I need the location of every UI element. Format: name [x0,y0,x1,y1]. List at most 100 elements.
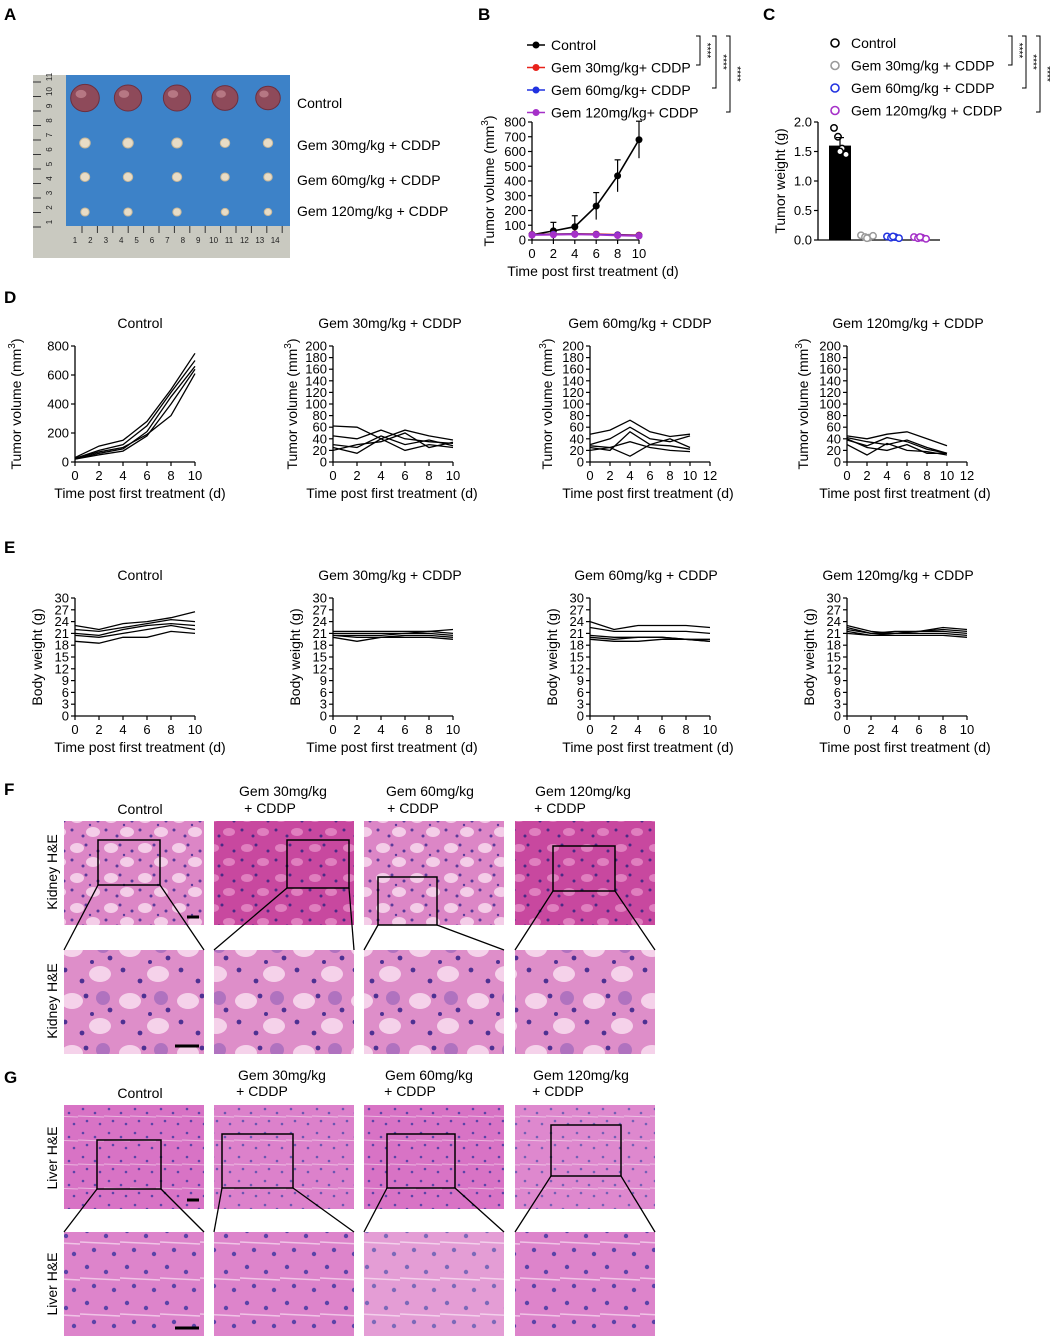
g-title-gem60-l1: Gem 60mg/kg [385,1067,473,1083]
tumor [171,172,183,182]
y-tick-label: 6 [62,685,69,700]
ruler-number: 10 [209,236,218,245]
kidney-zoom-line [159,884,205,951]
tumor [80,207,90,217]
ruler-number: 1 [73,236,78,245]
legend-label: Gem 60mg/kg + CDDP [851,80,995,96]
y-tick-label: 800 [47,339,69,354]
y-tick-label: 80 [570,408,584,423]
series-line [589,419,691,438]
x-tick-label: 0 [586,468,593,483]
y-tick-label: 60 [313,420,327,435]
label-part: ) [8,338,24,343]
data-point [571,230,579,238]
x-tick-label: 10 [683,468,697,483]
series-line [589,443,691,457]
y-tick-label: 160 [819,362,841,377]
tumor-highlight [118,90,130,98]
y-tick-label: 200 [47,426,69,441]
y-axis-label: Tumor volume (mm3) [283,338,300,469]
y-tick-label: 100 [504,218,526,233]
g-title-gem120-l2: + CDDP [532,1083,584,1099]
label-part: ) [481,115,497,120]
significance-bracket [1036,35,1041,113]
ruler-number: 1 [45,219,54,224]
y-axis-label: Body weight (g) [544,608,560,705]
y-tick-label: 200 [305,339,327,354]
tumor-highlight [216,90,226,98]
y-tick-label: 3 [834,697,841,712]
legend-marker [830,60,840,71]
series-line [74,618,196,633]
y-axis-label: Tumor volume (mm3) [538,338,555,469]
x-tick-label: 0 [329,468,336,483]
y-tick-label: 140 [819,373,841,388]
liver-zoom-line [213,1187,223,1233]
y-tick-label: 180 [305,350,327,365]
label-part: ) [795,338,811,343]
kidney-box-control [97,839,161,886]
series-line [74,352,196,459]
ruler-number: 3 [104,236,109,245]
label-superscript: 3 [480,120,491,126]
x-tick-label: 8 [167,468,174,483]
liver-histology: Control Gem 30mg/kg + CDDP Gem 60mg/kg +… [44,1067,629,1316]
y-tick-label: 0.0 [794,233,812,248]
y-tick-label: 15 [55,650,69,665]
y-tick-label: 18 [827,638,841,653]
x-tick-label: 6 [903,468,910,483]
ruler-number: 11 [45,72,54,81]
x-tick-label: 4 [119,722,126,737]
g-title-control: Control [117,1085,162,1101]
y-tick-label: 12 [55,661,69,676]
panel-label-e: E [4,538,15,557]
ruler-number: 14 [271,236,280,245]
tumor [220,207,230,217]
significance-label: **** [701,43,712,59]
f-title-gem60-l2: + CDDP [387,800,439,816]
label-part: Tumor volume (mm [539,349,555,470]
panel-label-b: B [478,5,490,24]
x-tick-label: 4 [119,468,126,483]
photo-label-gem30: Gem 30mg/kg + CDDP [297,137,441,153]
y-tick-label: 140 [562,373,584,388]
x-tick-label: 10 [188,722,202,737]
g-title-gem120-l1: Gem 120mg/kg [533,1067,629,1083]
y-tick-label: 120 [562,385,584,400]
x-tick-label: 2 [95,468,102,483]
ruler-number: 9 [45,103,54,108]
panel-label-a: A [4,5,16,24]
kidney-gem60-low [364,821,504,925]
y-tick-label: 24 [827,614,841,629]
tumor [122,172,134,182]
label-part: Tumor volume (mm [795,349,811,470]
kidney-gem120-low [515,821,655,925]
tumor [262,138,274,148]
y-tick-label: 24 [313,614,327,629]
ruler-number: 4 [45,176,54,181]
ruler-number: 3 [45,190,54,195]
y-tick-label: 2.0 [794,115,812,130]
y-tick-label: 120 [305,385,327,400]
ruler-number: 6 [150,236,155,245]
y-tick-label: 30 [570,591,584,606]
x-tick-label: 4 [883,468,890,483]
x-tick-label: 0 [843,722,850,737]
panel-label-g: G [4,1068,17,1087]
kidney-gem60-high [364,950,504,1054]
x-tick-label: 4 [571,246,578,261]
y-tick-label: 600 [47,368,69,383]
y-tick-label: 15 [827,650,841,665]
y-tick-label: 9 [834,673,841,688]
series-line [589,638,711,642]
x-tick-label: 6 [143,722,150,737]
ruler-horizontal [33,226,290,258]
liver-box-gem60 [386,1133,456,1189]
y-tick-label: 3 [62,697,69,712]
data-point [836,147,844,156]
y-tick-label: 400 [47,397,69,412]
label-superscript: 3 [794,343,805,349]
